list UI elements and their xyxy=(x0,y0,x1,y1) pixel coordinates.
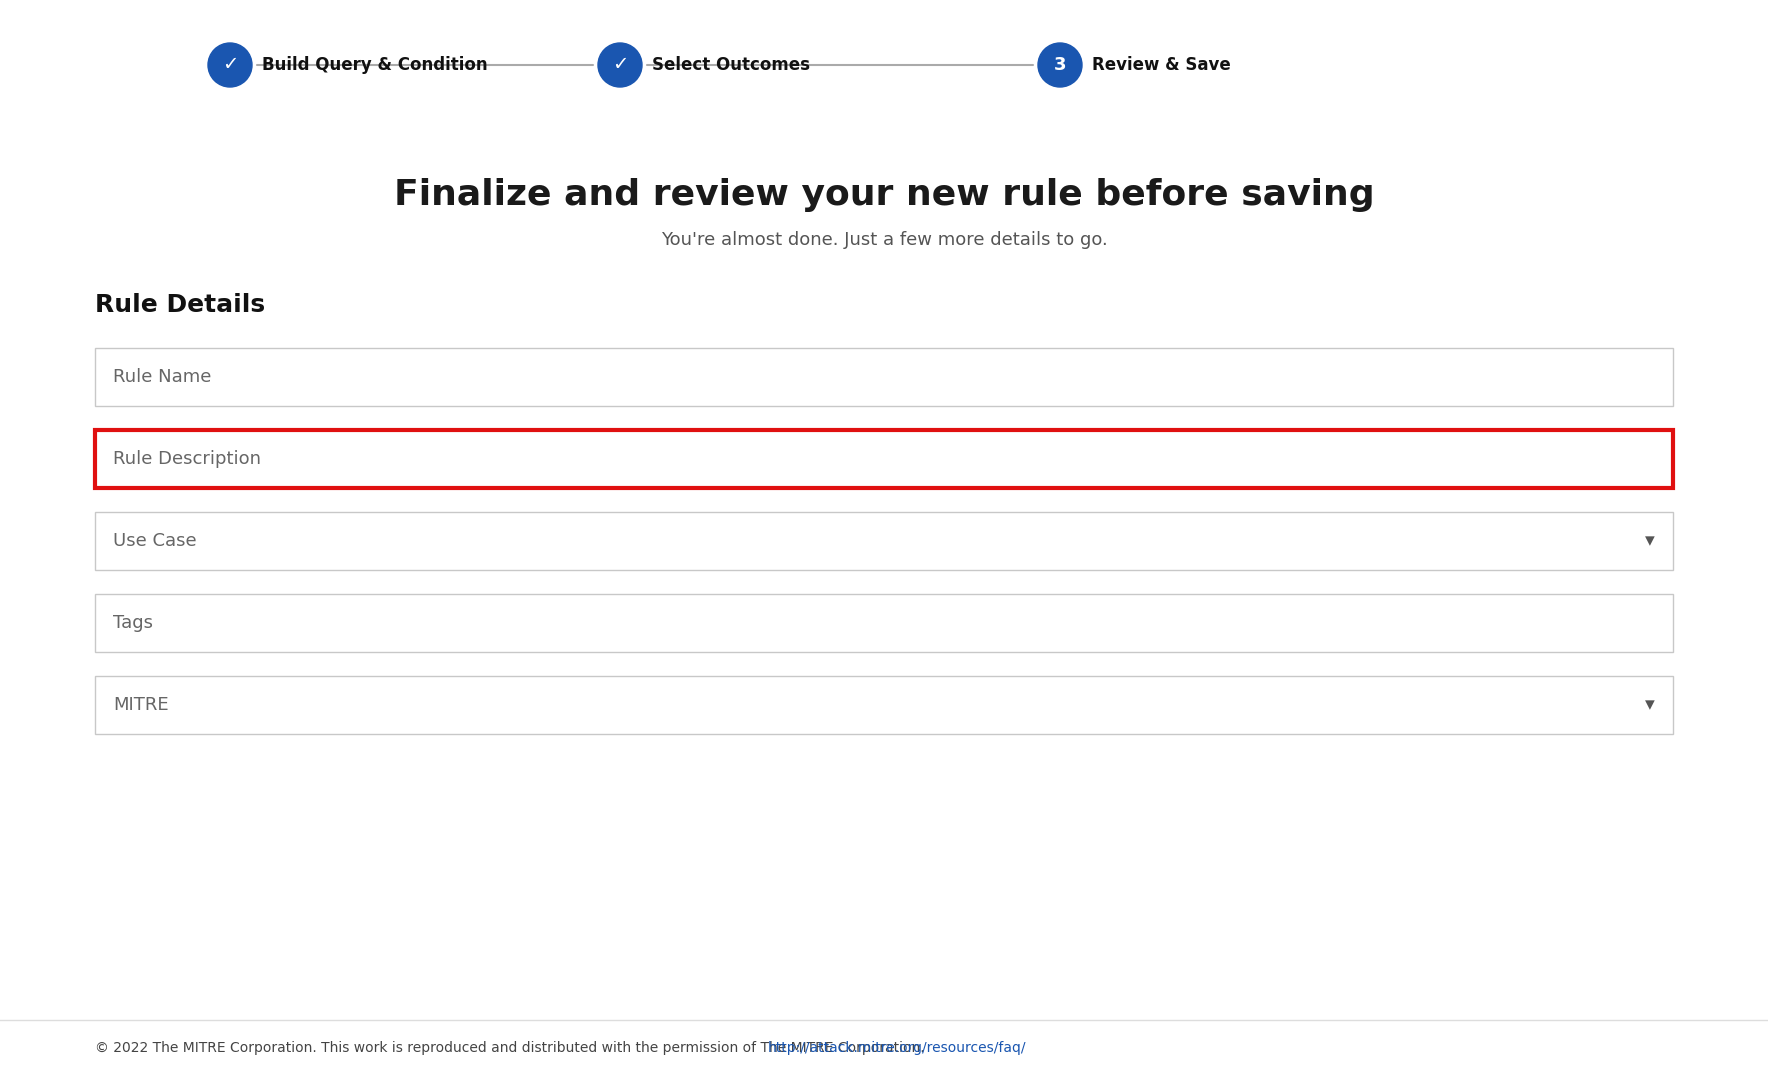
Bar xyxy=(95,676,1673,734)
Circle shape xyxy=(598,43,642,87)
Text: Rule Description: Rule Description xyxy=(113,450,262,468)
Text: Review & Save: Review & Save xyxy=(1093,56,1231,74)
Text: MITRE: MITRE xyxy=(113,696,168,714)
Circle shape xyxy=(209,43,253,87)
Text: ▾: ▾ xyxy=(1646,695,1655,715)
Text: Rule Name: Rule Name xyxy=(113,368,212,386)
Text: http://attack.mitre.org/resources/faq/: http://attack.mitre.org/resources/faq/ xyxy=(767,1041,1025,1055)
Text: Use Case: Use Case xyxy=(113,533,196,550)
Text: Finalize and review your new rule before saving: Finalize and review your new rule before… xyxy=(394,178,1374,212)
Text: ✓: ✓ xyxy=(612,55,628,74)
Text: Tags: Tags xyxy=(113,614,154,632)
Text: © 2022 The MITRE Corporation. This work is reproduced and distributed with the p: © 2022 The MITRE Corporation. This work … xyxy=(95,1041,928,1055)
Text: Select Outcomes: Select Outcomes xyxy=(652,56,810,74)
Text: 3: 3 xyxy=(1054,56,1066,74)
Text: You're almost done. Just a few more details to go.: You're almost done. Just a few more deta… xyxy=(661,231,1107,249)
Text: Build Query & Condition: Build Query & Condition xyxy=(262,56,488,74)
Bar xyxy=(95,348,1673,406)
Bar xyxy=(95,512,1673,570)
Bar xyxy=(95,594,1673,652)
Text: ✓: ✓ xyxy=(221,55,239,74)
Text: ▾: ▾ xyxy=(1646,531,1655,551)
Text: Rule Details: Rule Details xyxy=(95,293,265,317)
Circle shape xyxy=(1038,43,1082,87)
Bar xyxy=(95,430,1673,488)
